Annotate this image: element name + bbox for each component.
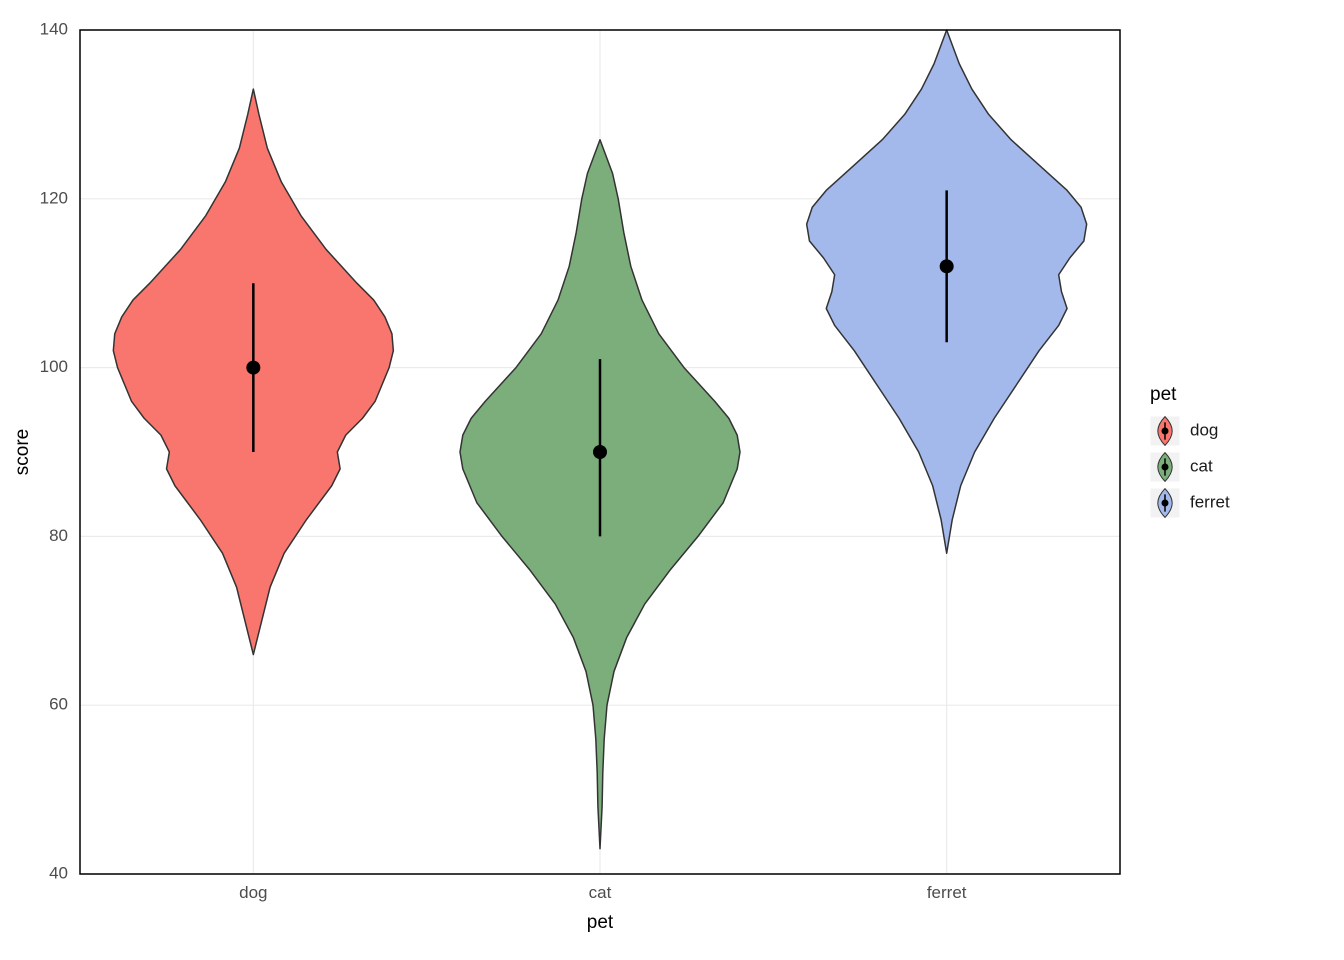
summary-point-cat xyxy=(593,445,607,459)
legend-swatch-point xyxy=(1162,500,1169,507)
legend-label: cat xyxy=(1190,456,1213,475)
legend-swatch-point xyxy=(1162,428,1169,435)
y-tick-label: 60 xyxy=(49,695,68,714)
summary-point-ferret xyxy=(940,259,954,273)
violin-chart: 406080100120140dogcatferretscorepetpetdo… xyxy=(0,0,1344,960)
y-tick-label: 140 xyxy=(40,19,68,38)
y-tick-label: 100 xyxy=(40,357,68,376)
legend-swatch-point xyxy=(1162,464,1169,471)
y-tick-label: 80 xyxy=(49,526,68,545)
legend-label: dog xyxy=(1190,420,1218,439)
legend-title: pet xyxy=(1150,384,1177,405)
legend-label: ferret xyxy=(1190,492,1230,511)
x-tick-label: ferret xyxy=(927,883,967,902)
x-tick-label: cat xyxy=(589,883,612,902)
summary-point-dog xyxy=(246,361,260,375)
y-tick-label: 40 xyxy=(49,863,68,882)
y-tick-label: 120 xyxy=(40,188,68,207)
x-tick-label: dog xyxy=(239,883,267,902)
legend: petdog cat ferret xyxy=(1150,384,1230,518)
x-axis-title: pet xyxy=(587,912,614,933)
y-axis-title: score xyxy=(12,429,33,475)
